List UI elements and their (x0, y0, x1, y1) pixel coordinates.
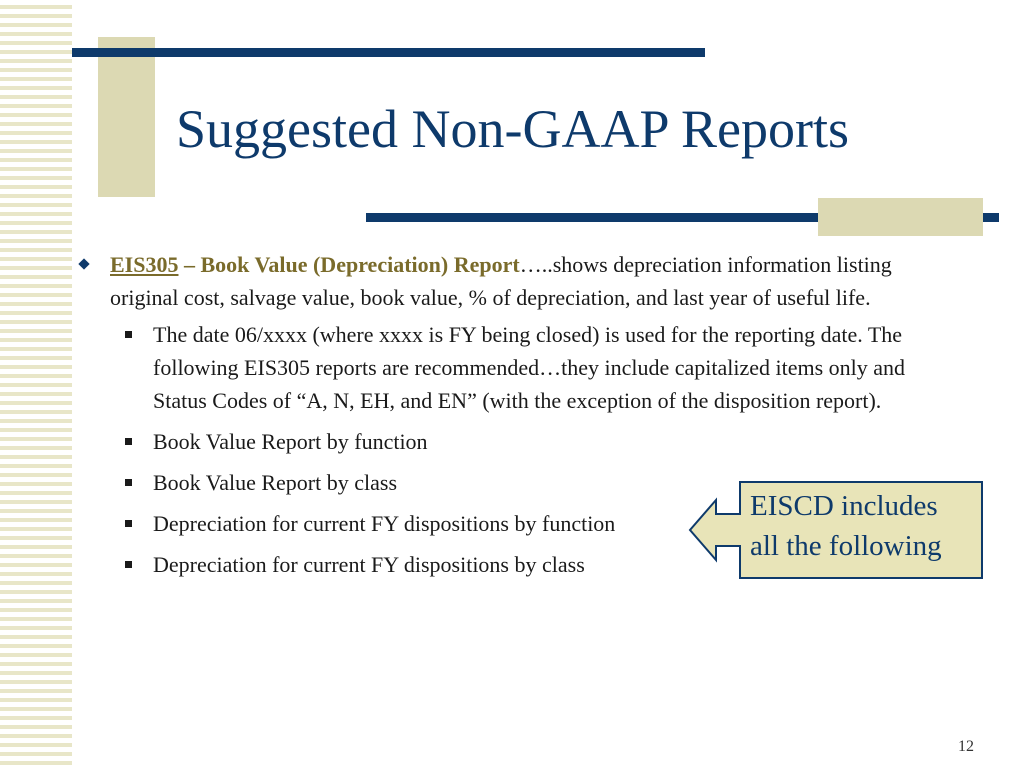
callout-text: EISCD includes all the following (750, 486, 982, 566)
slide-title: Suggested Non-GAAP Reports (176, 99, 849, 159)
sub-bullet-text: Depreciation for current FY dispositions… (153, 511, 616, 536)
sub-bullet-list: The date 06/xxxx (where xxxx is FY being… (80, 318, 960, 581)
list-item: Book Value Report by class (80, 466, 963, 499)
list-item: Book Value Report by function (80, 425, 963, 458)
sub-bullet-text: Depreciation for current FY dispositions… (153, 552, 585, 577)
slide-body: EIS305 – Book Value (Depreciation) Repor… (78, 248, 960, 589)
list-item: The date 06/xxxx (where xxxx is FY being… (80, 318, 963, 417)
sub-bullet-text: The date 06/xxxx (where xxxx is FY being… (153, 322, 906, 413)
left-arrow-callout: EISCD includes all the following (688, 480, 984, 580)
navy-rule-bottom (366, 213, 999, 222)
left-arrow-callout-shape (688, 481, 983, 579)
list-item: Depreciation for current FY dispositions… (80, 548, 963, 581)
square-bullet-icon (125, 561, 132, 568)
callout-line-2: all the following (750, 530, 942, 562)
eis305-link[interactable]: EIS305 (110, 252, 179, 277)
main-bullet: EIS305 – Book Value (Depreciation) Repor… (78, 248, 960, 314)
main-bullet-description: …..shows depreciation information listin… (110, 252, 892, 310)
tan-accent-block-right (818, 198, 983, 236)
tan-accent-block-left (98, 37, 155, 197)
callout-line-1: EISCD includes (750, 490, 938, 522)
square-bullet-icon (125, 520, 132, 527)
list-item: Depreciation for current FY dispositions… (80, 507, 963, 540)
square-bullet-icon (125, 479, 132, 486)
diamond-bullet-icon (78, 258, 90, 270)
page-number: 12 (958, 738, 974, 755)
navy-rule-top (72, 48, 705, 57)
sub-bullet-text: Book Value Report by function (153, 429, 428, 454)
square-bullet-icon (125, 331, 132, 338)
striped-side-decoration (0, 0, 72, 768)
sub-bullet-text: Book Value Report by class (153, 470, 398, 495)
main-bullet-heading: – Book Value (Depreciation) Report (178, 252, 520, 277)
square-bullet-icon (125, 438, 132, 445)
